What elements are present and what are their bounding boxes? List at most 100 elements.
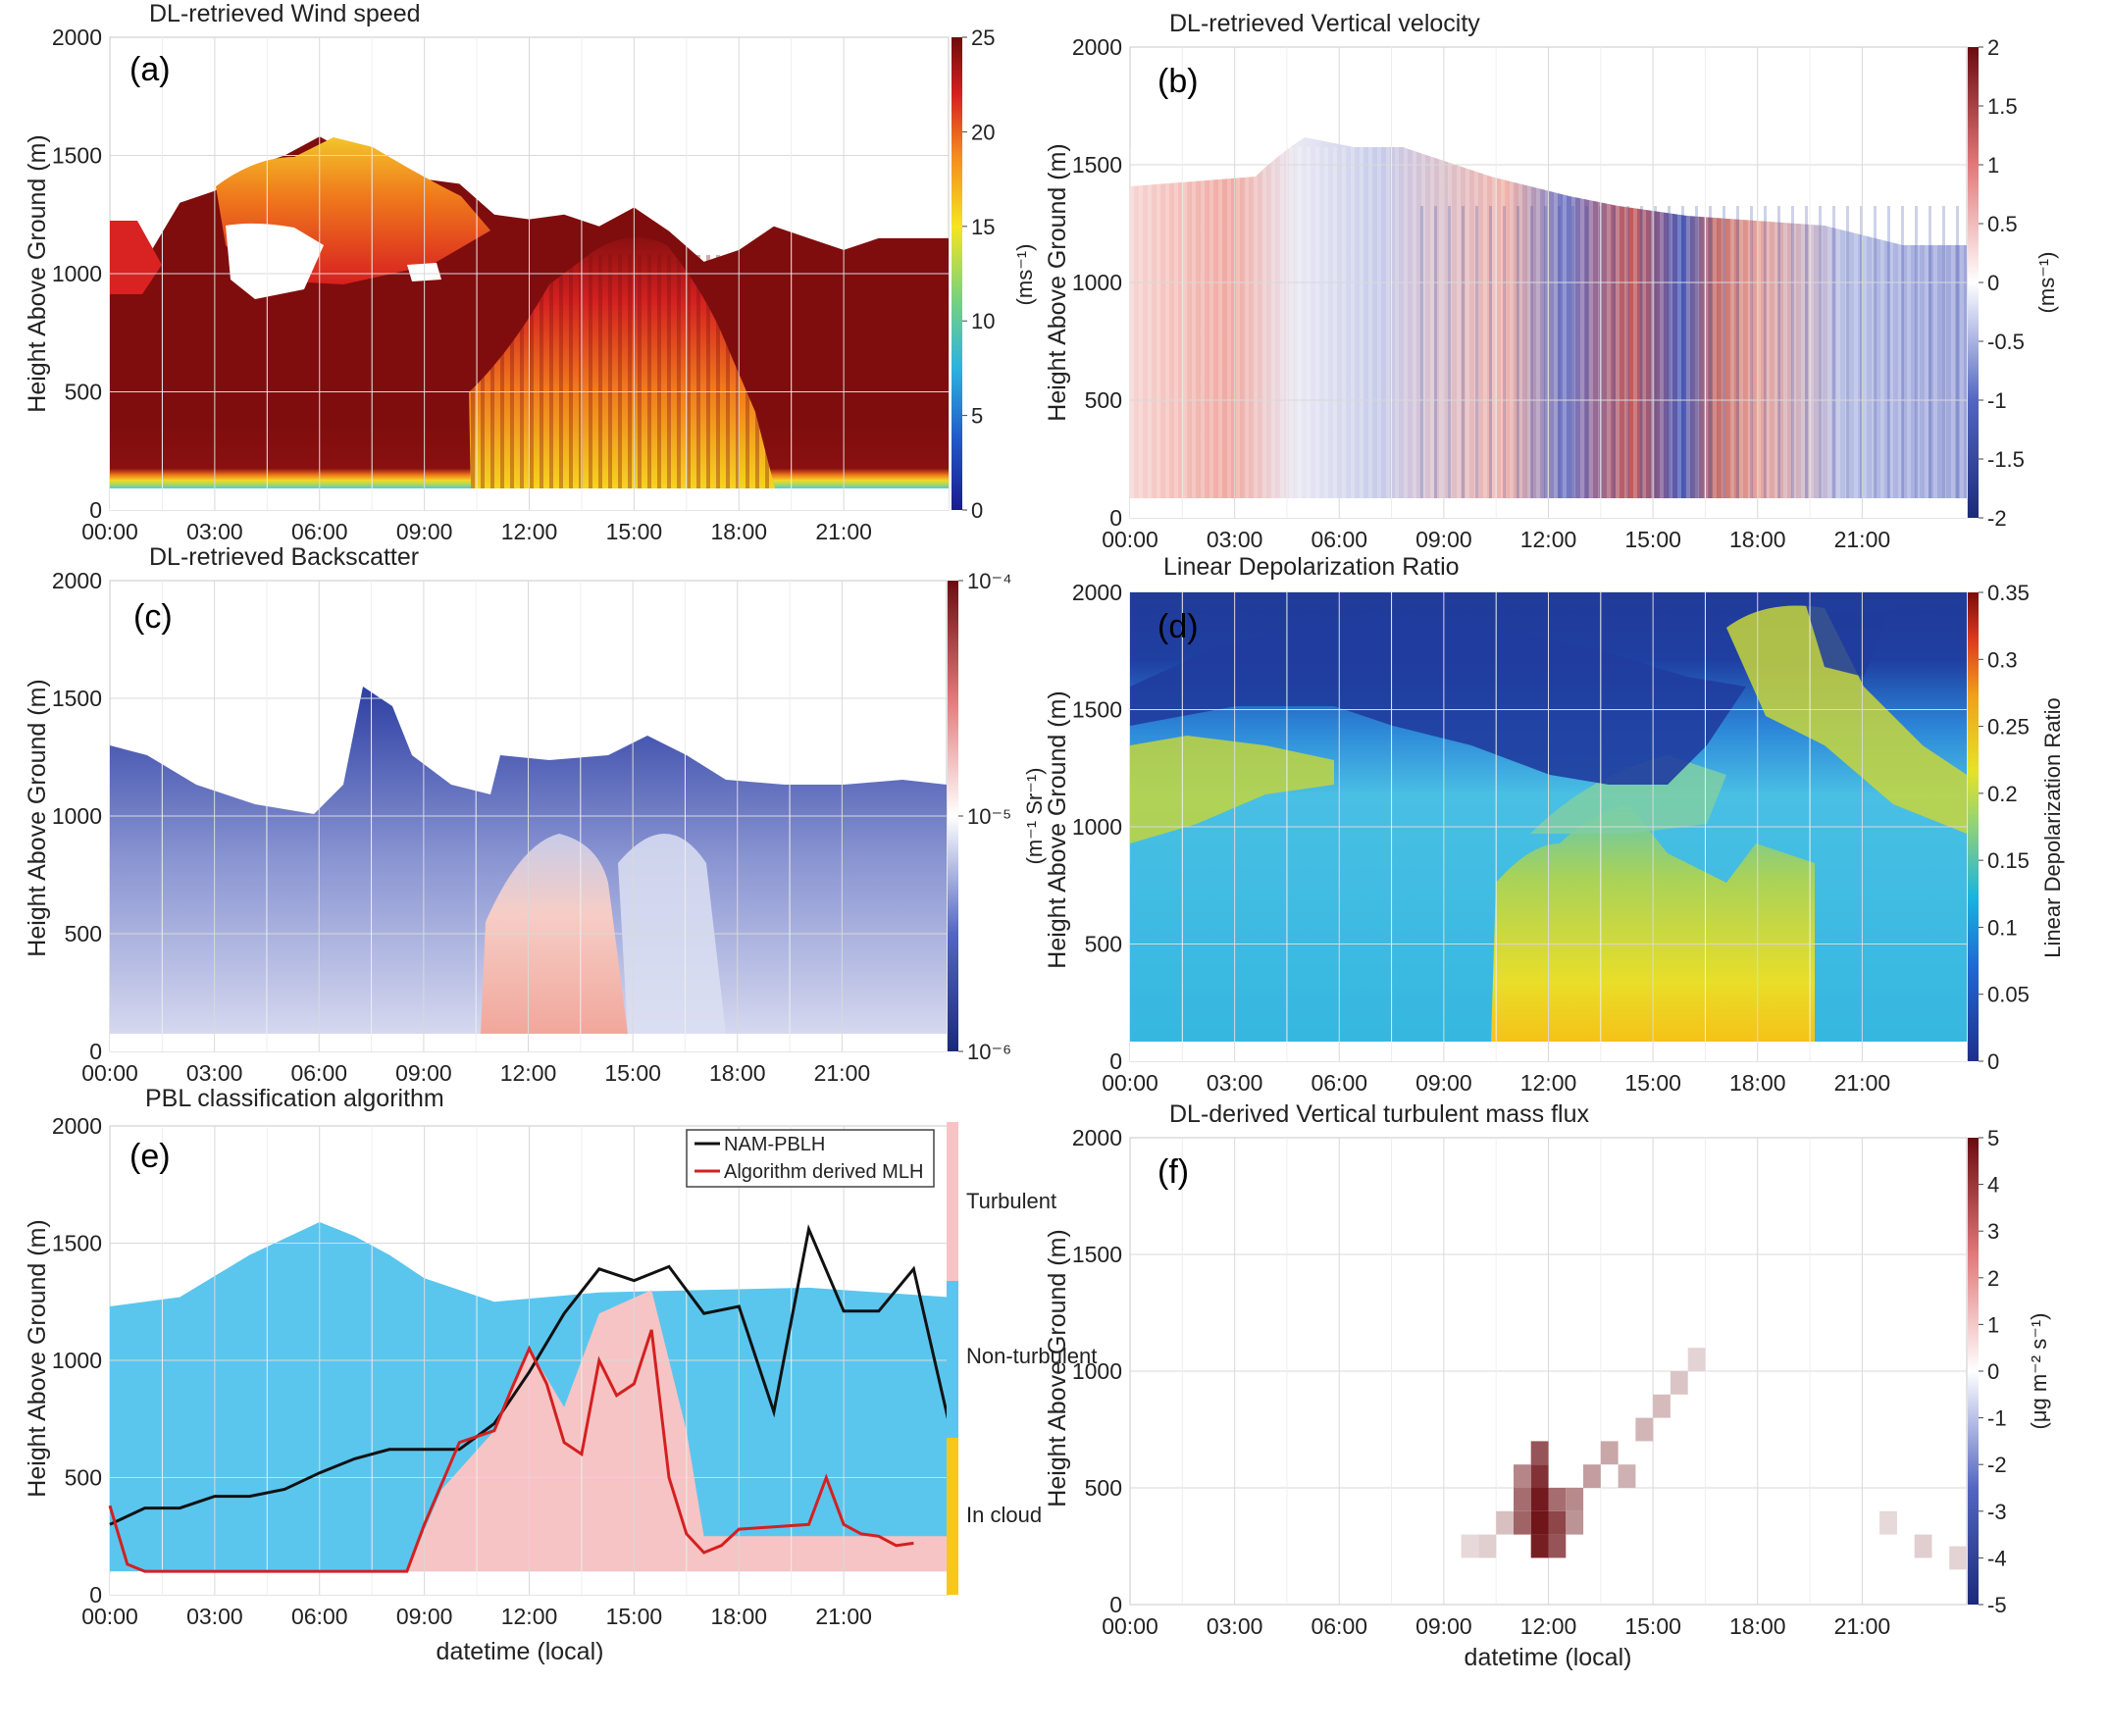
mlh-line <box>108 1329 914 1573</box>
yticks-a: 0 500 1000 1500 2000 <box>52 25 102 523</box>
class-label-turbulent: Turbulent <box>966 1189 1056 1213</box>
y-tick-label: 1000 <box>52 261 102 286</box>
colorbar-tick-label: 0 <box>1987 1049 1999 1074</box>
x-tick-label: 18:00 <box>710 519 767 544</box>
x-tick-label: 21:00 <box>815 519 872 544</box>
y-tick-label: 500 <box>1085 1475 1122 1501</box>
wind-left-red <box>110 221 162 294</box>
flux-cell <box>1548 1488 1567 1511</box>
colorbar-label-a: (ms⁻¹) <box>1012 244 1037 306</box>
flux-cell <box>1635 1417 1654 1442</box>
ylabel-b: Height Above Ground (m) <box>1044 143 1071 421</box>
legend-box <box>686 1129 935 1188</box>
panel-letter-a: (a) <box>129 51 171 88</box>
colorbar-tick-label: 10⁻⁵ <box>967 804 1011 829</box>
colorbar-d <box>1968 592 1979 1061</box>
ylabel-a: Height Above Ground (m) <box>24 134 51 412</box>
colorbar-tick-label: 5 <box>971 404 983 429</box>
y-tick-label: 2000 <box>1072 1125 1122 1150</box>
y-tick-label: 2000 <box>1072 580 1122 605</box>
flux-cell <box>1514 1464 1531 1488</box>
y-tick-label: 500 <box>65 1465 102 1491</box>
y-tick-label: 1500 <box>52 1231 102 1256</box>
panel-letter-c: (c) <box>133 598 173 636</box>
y-tick-label: 500 <box>65 921 102 946</box>
flux-cell <box>1478 1534 1497 1558</box>
colorbar-tick-label: -2 <box>1987 506 2007 531</box>
xlabel-f: datetime (local) <box>1465 1644 1632 1671</box>
colorbar-tick-label: 0.05 <box>1987 983 2030 1007</box>
yticks-e: 0 500 1000 1500 2000 <box>52 1113 102 1608</box>
x-tick-label: 21:00 <box>1834 1613 1891 1639</box>
colorbar-label-d: Linear Depolarization Ratio <box>2040 697 2065 957</box>
y-tick-label: 2000 <box>1072 34 1122 60</box>
colorbar-tick-label: 0.15 <box>1987 848 2030 873</box>
x-tick-label: 03:00 <box>186 1604 243 1629</box>
flux-cell <box>1566 1510 1584 1535</box>
panel-letter-f: (f) <box>1157 1153 1189 1191</box>
x-tick-label: 18:00 <box>709 1060 766 1086</box>
legend-label-nam: NAM-PBLH <box>724 1134 825 1155</box>
x-tick-label: 06:00 <box>290 1060 347 1086</box>
panel-title-f: DL-derived Vertical turbulent mass flux <box>1169 1100 1589 1128</box>
colorbar-tick-label: 2 <box>1987 35 1999 60</box>
x-tick-label: 15:00 <box>606 519 663 544</box>
x-tick-label: 15:00 <box>1624 1070 1681 1096</box>
x-tick-label: 21:00 <box>1834 1070 1891 1096</box>
grid-c <box>110 581 947 1051</box>
y-tick-label: 1000 <box>1072 814 1122 840</box>
panel-title-c: DL-retrieved Backscatter <box>149 543 419 571</box>
colorbar-a <box>952 37 962 510</box>
x-tick-label: 15:00 <box>1624 527 1681 552</box>
grid-d <box>1130 592 1967 1061</box>
colorbar-tick-label: 1.5 <box>1987 94 2018 119</box>
y-tick-label: 1500 <box>52 686 102 711</box>
nam-pblh-line <box>109 1224 951 1526</box>
x-tick-label: 21:00 <box>815 1604 872 1629</box>
x-tick-label: 03:00 <box>1207 1613 1263 1639</box>
colorbar-tick-label: -4 <box>1987 1546 2007 1570</box>
flux-cell <box>1914 1534 1932 1558</box>
x-tick-label: 18:00 <box>1729 1070 1786 1096</box>
flux-cell <box>1530 1441 1549 1465</box>
x-tick-label: 18:00 <box>1729 1613 1786 1639</box>
x-tick-label: 00:00 <box>1102 1613 1158 1639</box>
y-tick-label: 0 <box>89 1039 102 1064</box>
colorbar-tick-label: 0.5 <box>1987 212 2018 236</box>
y-tick-label: 2000 <box>52 25 102 50</box>
xticks-f: 00:00 03:00 06:00 09:00 12:00 15:00 18:00 21:00 <box>1102 1613 1890 1639</box>
panel-b: DL-retrieved Vertical velocity (b) Heigh… <box>1044 10 2059 552</box>
x-tick-label: 12:00 <box>1520 527 1577 552</box>
flux-cell <box>1514 1510 1531 1535</box>
colorbar-tick-label: 3 <box>1987 1219 1999 1244</box>
flux-cell <box>1566 1488 1584 1511</box>
x-tick-label: 18:00 <box>1729 527 1786 552</box>
y-tick-label: 2000 <box>52 568 102 593</box>
wind-cloud-gap <box>226 223 324 299</box>
x-tick-label: 03:00 <box>1207 1070 1263 1096</box>
colorbar-ticks-a: 0 5 10 15 20 25 <box>962 26 995 523</box>
panel-title-e: PBL classification algorithm <box>145 1085 444 1112</box>
legend-label-mlh: Algorithm derived MLH <box>724 1161 923 1183</box>
colorbar-ticks-f: -5 -4 -3 -2 -1 0 1 2 3 4 5 <box>1979 1126 2007 1617</box>
flux-cell <box>1618 1464 1636 1488</box>
y-tick-label: 1500 <box>1072 697 1122 723</box>
x-tick-label: 06:00 <box>291 519 348 544</box>
panel-letter-b: (b) <box>1157 63 1199 100</box>
x-tick-label: 03:00 <box>1207 527 1263 552</box>
colorbar-tick-label: 10 <box>971 309 995 333</box>
x-tick-label: 12:00 <box>500 1060 557 1086</box>
colorbar-tick-label: 0 <box>1987 1359 1999 1384</box>
colorbar-b <box>1968 47 1979 518</box>
y-tick-label: 1000 <box>1072 270 1122 295</box>
x-tick-label: 12:00 <box>1520 1070 1577 1096</box>
x-tick-label: 00:00 <box>1102 1070 1158 1096</box>
x-tick-label: 03:00 <box>186 519 243 544</box>
y-tick-label: 1000 <box>52 1348 102 1373</box>
colorbar-tick-label: 0 <box>971 498 983 523</box>
x-tick-label: 06:00 <box>1311 1070 1367 1096</box>
colorbar-tick-label: 4 <box>1987 1173 1999 1198</box>
colorbar-tick-label: 10⁻⁴ <box>967 569 1012 593</box>
panel-letter-e: (e) <box>129 1138 171 1175</box>
